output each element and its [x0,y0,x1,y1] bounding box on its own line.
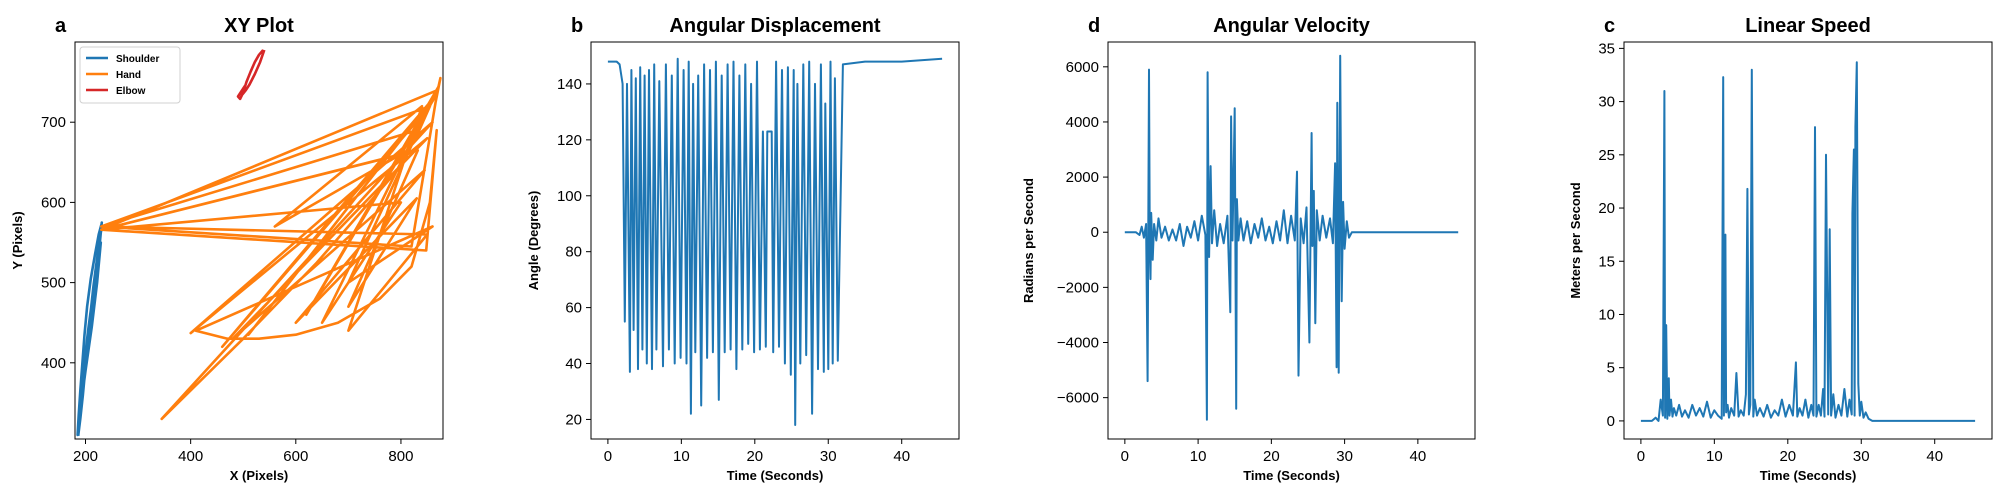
panel-a: 200 400 600 800 400 500 600 700 XY Plot a X (Pixel… [10,15,444,483]
y-tick-label: 60 [565,300,582,317]
y-tick-label: 0 [1607,413,1615,430]
y-tick-label: −6000 [1057,390,1099,407]
chart-title: Angular Velocity [1213,15,1371,37]
y-axis-label: Radians per Second [1021,178,1036,303]
y-tick-label: −4000 [1057,335,1099,352]
y-axis-label: Angle (Degrees) [526,191,541,291]
x-tick-label: 30 [820,448,837,465]
y-tick-label: 20 [1598,200,1615,217]
x-tick-label: 0 [604,448,612,465]
y-tick-label: 30 [1598,94,1615,111]
panel-b: 0 10 20 30 40 20 40 60 80 100 120 140 Angular Displa… [526,15,960,483]
y-tick-label: 2000 [1066,169,1099,186]
x-tick-label: 10 [673,448,690,465]
series-line-0 [1124,54,1459,421]
y-tick-label: 120 [557,132,582,149]
y-tick-label: 25 [1598,147,1615,164]
x-tick-label: 0 [1121,448,1129,465]
x-axis-label: Time (Seconds) [1243,468,1340,483]
y-tick-label: 600 [41,194,66,211]
y-tick-label: 5 [1607,360,1615,377]
axes-frame [590,41,960,440]
x-tick-label: 10 [1190,448,1207,465]
series-line-elbow [236,49,266,101]
x-tick-label: 0 [1637,448,1645,465]
legend: Shoulder Hand Elbow [79,46,181,104]
x-tick-label: 800 [388,448,413,465]
y-tick-label: 35 [1598,40,1615,57]
y-tick-label: 400 [41,355,66,372]
legend-label-shoulder: Shoulder [116,54,159,65]
chart-title: XY Plot [224,15,294,37]
axes-frame [1623,41,1993,440]
x-tick-label: 20 [1263,448,1280,465]
y-tick-label: 140 [557,76,582,93]
x-tick-label: 600 [283,448,308,465]
x-axis-label: X (Pixels) [230,468,289,483]
series-line-0 [607,57,943,426]
y-tick-label: 6000 [1066,59,1099,76]
x-axis-label: Time (Seconds) [727,468,824,483]
series-line-0 [1640,61,1976,422]
series-line-hand [100,76,442,421]
legend-label-hand: Hand [116,70,141,81]
x-tick-label: 20 [746,448,763,465]
panel-d: 0 10 20 30 40 −6000 −4000 −2000 0 2000 4000 6000 Ang… [1021,15,1476,483]
chart-title: Linear Speed [1745,15,1871,37]
panel-letter: a [55,15,67,37]
panel-letter: d [1088,15,1100,37]
y-tick-label: 700 [41,114,66,131]
x-axis-label: Time (Seconds) [1760,468,1857,483]
y-tick-label: 80 [565,244,582,261]
axes-frame [1107,41,1476,440]
y-axis-label: Meters per Second [1568,182,1583,298]
panel-letter: c [1604,15,1615,37]
panel-letter: b [571,15,583,37]
y-tick-label: 100 [557,188,582,205]
x-tick-label: 40 [893,448,910,465]
x-tick-label: 400 [178,448,203,465]
panel-c: 0 10 20 30 40 0 5 10 15 20 25 30 35 Linear Speed c Time… [1568,15,1993,483]
x-tick-label: 200 [73,448,98,465]
y-tick-label: 500 [41,275,66,292]
y-tick-label: 40 [565,356,582,373]
x-tick-label: 40 [1926,448,1943,465]
legend-label-elbow: Elbow [116,86,146,97]
y-tick-label: 15 [1598,253,1615,270]
series-line-shoulder [76,221,104,437]
axes-frame [74,41,444,440]
y-tick-label: 20 [565,411,582,428]
x-tick-label: 10 [1706,448,1723,465]
y-tick-label: 0 [1091,224,1099,241]
y-tick-label: 4000 [1066,114,1099,131]
x-tick-label: 30 [1853,448,1870,465]
y-axis-label: Y (Pixels) [10,211,25,269]
x-tick-label: 40 [1410,448,1427,465]
y-tick-label: 10 [1598,306,1615,323]
chart-title: Angular Displacement [669,15,881,37]
x-tick-label: 20 [1779,448,1796,465]
x-tick-label: 30 [1336,448,1353,465]
y-tick-label: −2000 [1057,279,1099,296]
